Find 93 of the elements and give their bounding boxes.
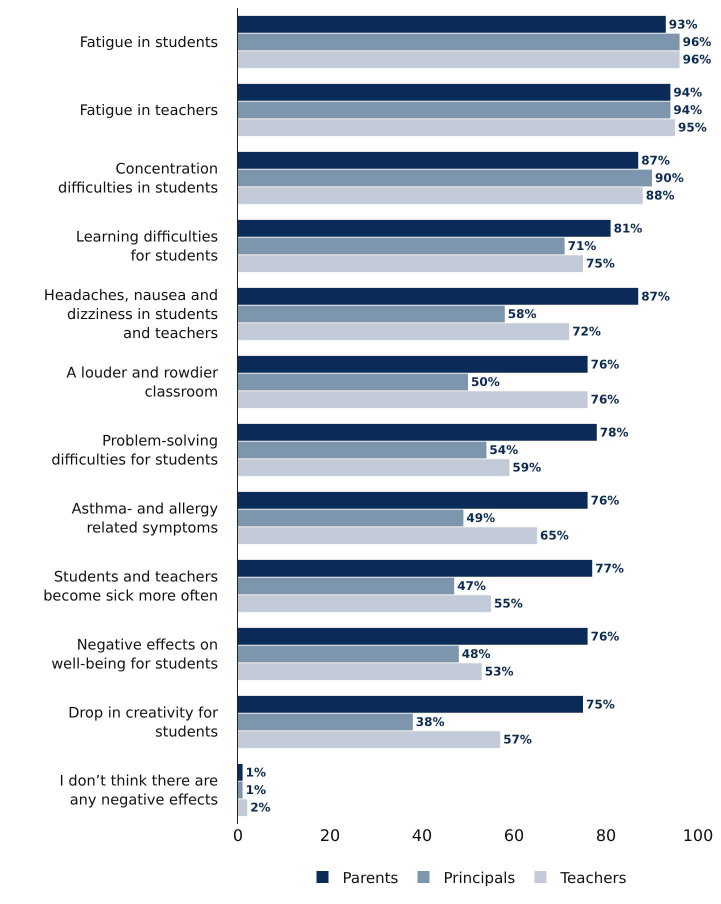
data-label: 88% (646, 188, 675, 203)
data-label: 76% (590, 357, 620, 372)
data-label: 94% (673, 85, 702, 100)
bar (238, 255, 583, 272)
bar (238, 628, 588, 645)
y-tick-label: Negative effects on well-being for students (51, 638, 218, 672)
legend-label: Teachers (559, 868, 627, 887)
legend-label: Principals (444, 868, 516, 887)
bar (238, 170, 652, 186)
data-label: 2% (250, 800, 271, 815)
data-label: 49% (466, 511, 496, 525)
y-tick-label: Fatigue in students (80, 35, 218, 52)
bar (238, 51, 680, 68)
data-label: 76% (590, 392, 620, 407)
data-label: 55% (494, 596, 523, 611)
bar (238, 578, 454, 594)
bar (238, 152, 638, 169)
data-label: 59% (512, 460, 542, 475)
x-tick-label: 80 (596, 826, 616, 845)
bar (238, 238, 565, 254)
data-label: 96% (682, 52, 712, 67)
bar (238, 119, 675, 136)
bar (238, 764, 243, 781)
data-label: 93% (668, 17, 698, 32)
bar (238, 782, 243, 798)
y-tick-label: A louder and rowdier classroom (66, 366, 218, 400)
y-tick-label: Drop in creativity for students (68, 706, 218, 740)
data-label: 65% (540, 528, 569, 543)
bar (238, 374, 468, 390)
data-label: 81% (614, 221, 642, 236)
data-label: 76% (590, 629, 620, 644)
x-tick-label: 40 (412, 826, 432, 845)
y-tick-label: Problem-solving difficulties for students (51, 434, 218, 468)
bar (238, 102, 670, 118)
data-label: 77% (595, 561, 624, 576)
bar (238, 356, 588, 373)
data-label: 75% (586, 697, 615, 712)
bar (238, 220, 611, 237)
bar (238, 84, 670, 101)
bar (238, 306, 505, 322)
bar (238, 442, 486, 458)
data-label: 38% (416, 715, 445, 729)
bar (238, 799, 248, 816)
data-label: 58% (508, 307, 537, 321)
data-label: 57% (503, 732, 532, 747)
bar (238, 492, 588, 509)
data-label: 90% (655, 171, 684, 185)
data-label: 48% (462, 647, 491, 661)
data-label: 50% (471, 375, 500, 389)
bar (238, 646, 459, 662)
data-label: 95% (678, 120, 707, 135)
data-label: 76% (590, 493, 620, 508)
y-tick-label: Learning difficulties for students (76, 230, 218, 264)
bar (238, 16, 666, 33)
bar (238, 595, 491, 612)
y-tick-label: Students and teachers become sick more often (43, 570, 218, 604)
data-label: 71% (568, 239, 596, 253)
data-label: 78% (600, 425, 629, 440)
data-label: 75% (586, 256, 615, 271)
data-label: 87% (641, 153, 670, 168)
bar (238, 323, 570, 340)
data-label: 96% (682, 35, 712, 49)
bar (238, 288, 638, 305)
bar (238, 424, 597, 441)
data-label: 54% (489, 443, 518, 457)
data-label: 94% (673, 103, 702, 117)
y-tick-label: Concentration difficulties in students (58, 162, 218, 196)
bar (238, 459, 510, 476)
bar (238, 731, 500, 748)
bar (238, 510, 464, 526)
bar (238, 34, 680, 50)
y-tick-label: I don’t think there are any negative effects (60, 774, 218, 808)
data-label: 87% (641, 289, 670, 304)
data-label: 1% (246, 783, 266, 797)
legend-label: Parents (342, 868, 399, 887)
x-tick-label: 0 (232, 826, 244, 845)
data-label: 1% (246, 765, 266, 780)
data-label: 53% (484, 664, 514, 679)
y-tick-label: Asthma- and allergy related symptoms (72, 502, 219, 536)
bar (238, 187, 643, 204)
y-tick-label: Fatigue in teachers (80, 103, 218, 120)
data-label: 47% (457, 579, 486, 593)
bar (238, 696, 583, 713)
bar (238, 391, 588, 408)
y-tick-label: Headaches, nausea and dizziness in students and teachers (44, 288, 218, 342)
bar (238, 714, 413, 730)
bar (238, 527, 537, 544)
data-label: 72% (572, 324, 601, 339)
bar (238, 560, 592, 577)
bar (238, 663, 482, 680)
x-tick-label: 100 (682, 826, 714, 845)
x-tick-label: 20 (320, 826, 340, 845)
x-tick-label: 60 (504, 826, 524, 845)
